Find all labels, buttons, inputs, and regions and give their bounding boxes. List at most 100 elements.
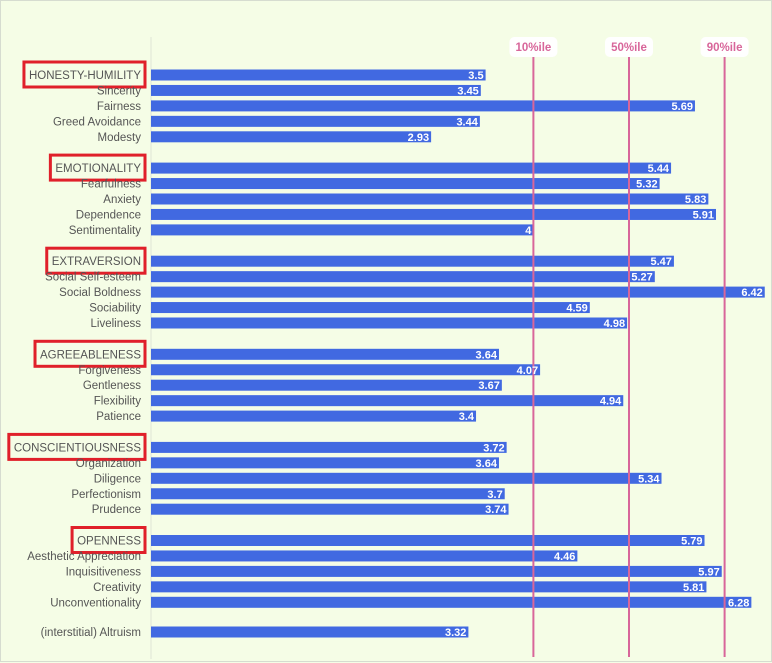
row-label-gentleness: Gentleness (83, 380, 141, 392)
group-label-agreeableness: AGREEABLENESS (40, 349, 141, 361)
row-label-interstitial-altruism: (interstitial) Altruism (41, 627, 141, 639)
value-label-prudence: 3.74 (485, 504, 507, 516)
row-label-social-self-esteem: Social Self-esteem (45, 272, 141, 284)
value-label-greed-avoidance: 3.44 (456, 116, 478, 128)
bar-sociability (151, 302, 590, 314)
row-label-greed-avoidance: Greed Avoidance (53, 116, 141, 128)
value-label-dependence: 5.91 (693, 209, 714, 221)
group-label-emotionality: EMOTIONALITY (55, 163, 141, 175)
bar-perfectionism (151, 488, 505, 500)
group-label-openness: OPENNESS (77, 536, 141, 548)
row-label-aesthetic-appreciation: Aesthetic Appreciation (27, 551, 141, 563)
value-label-conscientiousness: 3.72 (483, 442, 504, 454)
bar-creativity (151, 581, 707, 593)
bar-modesty (151, 131, 432, 143)
value-label-modesty: 2.93 (408, 132, 429, 144)
bar-fearfulness (151, 178, 660, 190)
bar-social-self-esteem (151, 271, 655, 283)
value-label-openness: 5.79 (681, 536, 702, 548)
value-label-anxiety: 5.83 (685, 194, 706, 206)
row-label-prudence: Prudence (92, 504, 141, 516)
value-label-social-self-esteem: 5.27 (631, 272, 652, 284)
value-label-forgiveness: 4.07 (517, 365, 538, 377)
bar-agreeableness (151, 348, 499, 360)
bar-organization (151, 457, 499, 469)
row-label-forgiveness: Forgiveness (78, 365, 141, 377)
highlight-box-openness (70, 526, 147, 554)
value-label-diligence: 5.34 (638, 473, 660, 485)
bar-sincerity (151, 84, 481, 96)
highlight-box-agreeableness (33, 339, 147, 368)
value-label-patience: 3.4 (459, 411, 475, 423)
value-label-perfectionism: 3.7 (487, 489, 502, 501)
value-label-flexibility: 4.94 (600, 396, 622, 408)
row-label-flexibility: Flexibility (94, 396, 142, 408)
value-label-inquisitiveness: 5.97 (698, 566, 719, 578)
row-label-perfectionism: Perfectionism (71, 489, 141, 501)
bar-extraversion (151, 255, 674, 267)
ref-label-bg-50pctile (605, 37, 653, 57)
highlight-box-emotionality (48, 153, 147, 182)
bar-gentleness (151, 379, 502, 391)
value-label-extraversion: 5.47 (651, 256, 672, 268)
value-label-aesthetic-appreciation: 4.46 (554, 551, 575, 563)
value-label-sociability: 4.59 (566, 303, 587, 315)
bar-fairness (151, 100, 695, 112)
row-label-sociability: Sociability (89, 303, 141, 315)
row-label-sincerity: Sincerity (97, 85, 141, 97)
value-label-fearfulness: 5.32 (636, 179, 657, 191)
bar-interstitial-altruism (151, 626, 469, 638)
bar-inquisitiveness (151, 565, 722, 577)
group-label-conscientiousness: CONSCIENTIOUSNESS (14, 442, 141, 454)
value-label-emotionality: 5.44 (648, 163, 670, 175)
bar-patience (151, 410, 477, 422)
value-label-liveliness: 4.98 (604, 318, 625, 330)
bar-forgiveness (151, 364, 541, 376)
value-label-fairness: 5.69 (672, 101, 693, 113)
row-label-dependence: Dependence (76, 209, 141, 221)
bar-sentimentality (151, 224, 534, 236)
row-label-liveliness: Liveliness (91, 318, 142, 330)
value-label-gentleness: 3.67 (478, 380, 499, 392)
ref-label-90pctile: 90%ile (707, 42, 743, 54)
ref-label-10pctile: 10%ile (515, 42, 551, 54)
row-label-anxiety: Anxiety (103, 194, 141, 206)
row-label-sentimentality: Sentimentality (69, 225, 141, 237)
bar-liveliness (151, 317, 628, 329)
bar-social-boldness (151, 286, 765, 298)
value-label-unconventionality: 6.28 (728, 597, 749, 609)
highlight-box-honesty-humility (22, 60, 147, 89)
row-label-inquisitiveness: Inquisitiveness (66, 566, 142, 578)
value-label-social-boldness: 6.42 (741, 287, 762, 299)
bar-conscientiousness (151, 441, 507, 453)
value-label-interstitial-altruism: 3.32 (445, 627, 466, 639)
row-label-fearfulness: Fearfulness (81, 179, 141, 191)
bar-dependence (151, 208, 716, 220)
row-label-creativity: Creativity (93, 582, 141, 594)
value-label-sentimentality: 4 (525, 225, 532, 237)
bar-openness (151, 535, 705, 546)
bar-aesthetic-appreciation (151, 550, 578, 562)
value-label-organization: 3.64 (476, 458, 498, 470)
row-label-diligence: Diligence (94, 473, 141, 485)
bar-honesty-humility (151, 69, 486, 81)
group-label-extraversion: EXTRAVERSION (52, 256, 141, 268)
highlight-box-extraversion (45, 246, 147, 275)
ref-label-bg-90pctile (700, 37, 749, 57)
bar-flexibility (151, 395, 624, 407)
bar-unconventionality (151, 596, 752, 608)
ref-label-50pctile: 50%ile (611, 42, 647, 54)
ref-label-bg-10pctile (509, 37, 558, 57)
value-label-sincerity: 3.45 (457, 85, 478, 97)
value-label-honesty-humility: 3.5 (468, 70, 483, 82)
row-label-organization: Organization (76, 458, 141, 470)
bar-diligence (151, 472, 662, 484)
group-label-honesty-humility: HONESTY-HUMILITY (29, 70, 141, 82)
bar-emotionality (151, 162, 672, 174)
highlight-box-conscientiousness (7, 432, 147, 461)
bar-anxiety (151, 193, 709, 205)
row-label-social-boldness: Social Boldness (59, 287, 141, 299)
value-label-agreeableness: 3.64 (476, 349, 498, 361)
